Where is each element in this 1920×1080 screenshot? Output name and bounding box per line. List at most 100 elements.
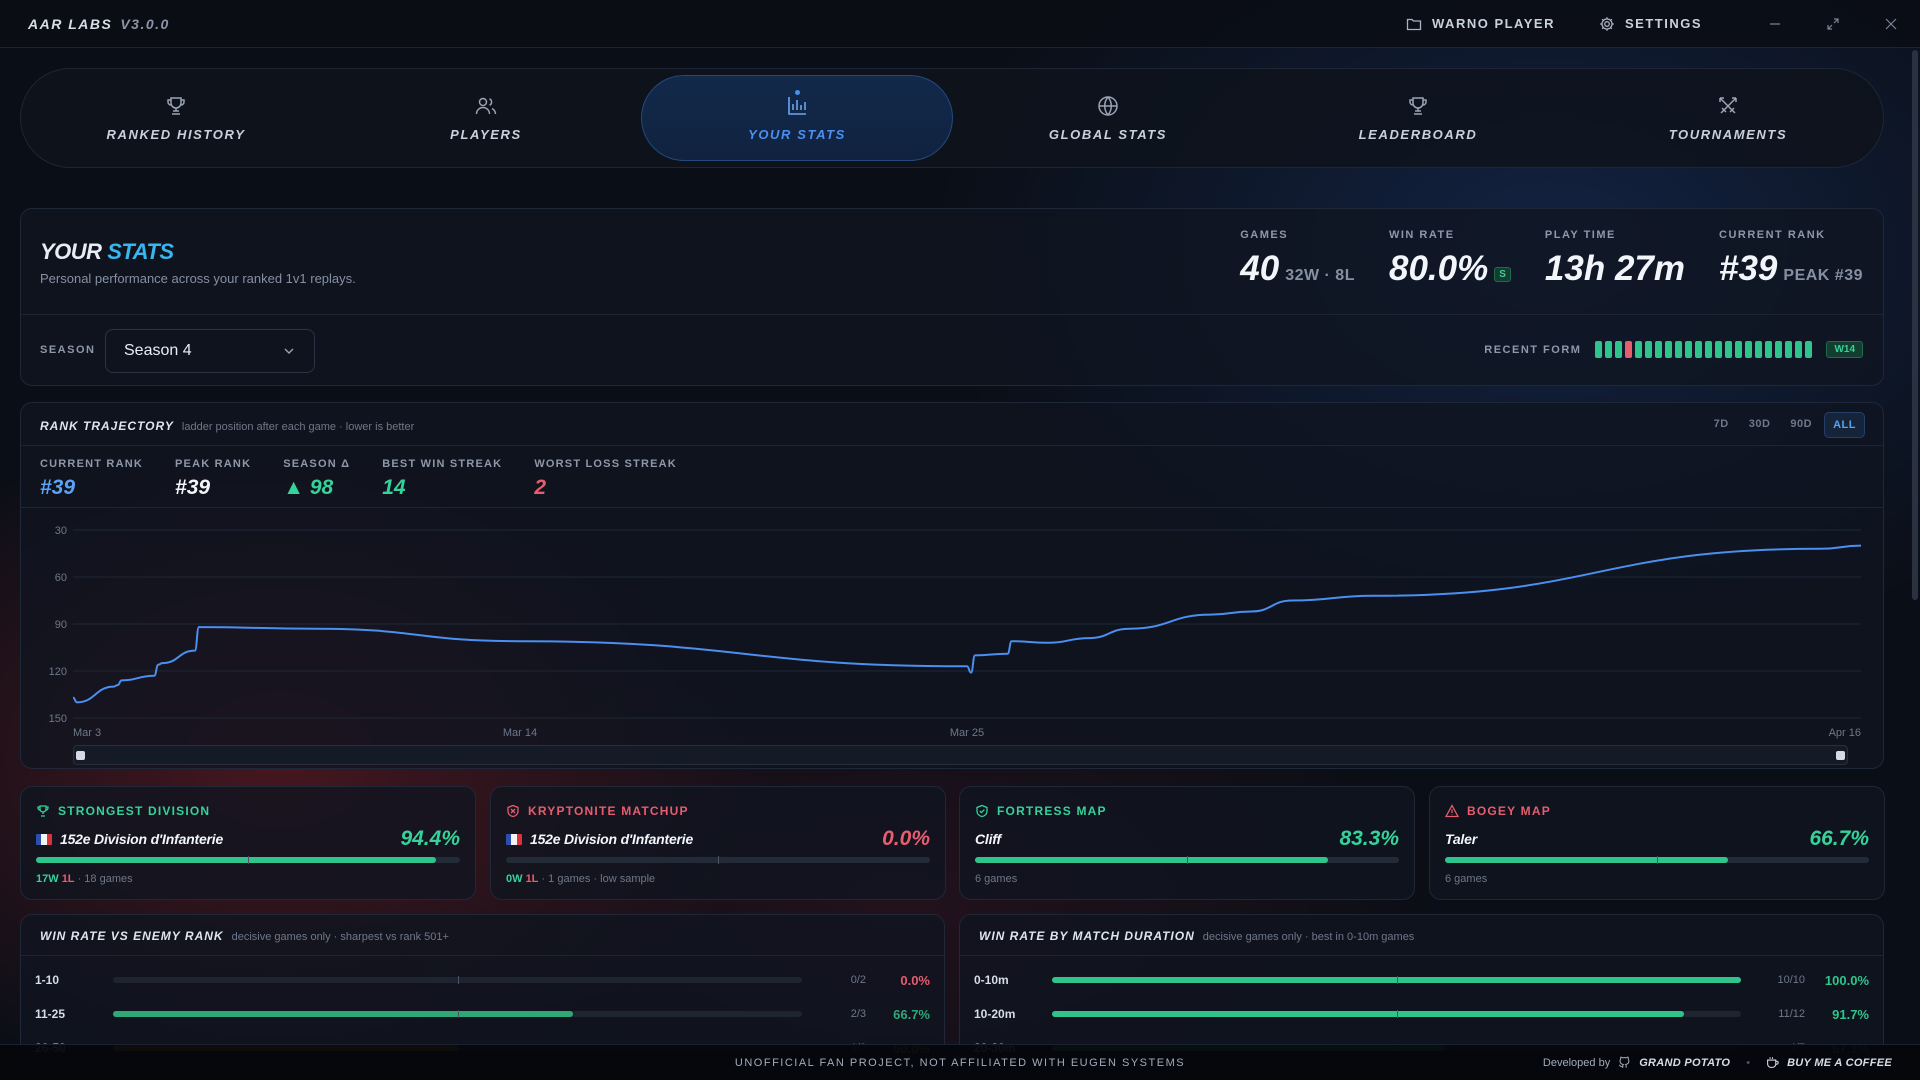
form-result-win xyxy=(1775,341,1783,358)
close-icon xyxy=(1885,18,1897,29)
page-title: YOUR STATS xyxy=(40,239,174,264)
disclaimer: UNOFFICIAL FAN PROJECT, NOT AFFILIATED W… xyxy=(734,1056,1186,1069)
form-result-win xyxy=(1655,341,1663,358)
tab-players[interactable]: PLAYERS xyxy=(331,69,641,167)
winrate-row[interactable]: 1-10 0/2 0.0% xyxy=(35,972,930,988)
trophy-icon xyxy=(167,97,185,115)
recent-form: RECENT FORM W14 xyxy=(1484,341,1863,358)
insight-card-bogey-map[interactable]: BOGEY MAP Taler 66.7% 6 games xyxy=(1429,786,1885,900)
warno-player-button[interactable]: WARNO PLAYER xyxy=(1406,16,1555,32)
season-select[interactable]: Season 4 xyxy=(105,329,315,373)
kpi-games: GAMES 40 32W · 8L xyxy=(1240,229,1355,288)
trophy-icon xyxy=(37,805,49,817)
recent-form-bars xyxy=(1595,341,1813,358)
form-result-win xyxy=(1715,341,1723,358)
scrollbar[interactable] xyxy=(1912,50,1918,600)
range-30d[interactable]: 30D xyxy=(1748,418,1771,430)
panel-title: WIN RATE BY MATCH DURATION xyxy=(979,929,1195,943)
rank-stat: PEAK RANK #39 xyxy=(175,458,252,499)
rank-summary-stats: CURRENT RANK #39 PEAK RANK #39 SEASON Δ ▲ 98 B… xyxy=(40,458,677,500)
progress-bar xyxy=(506,856,930,864)
chart-range-brush[interactable] xyxy=(73,745,1848,765)
divider xyxy=(21,507,1883,508)
rank-series-line xyxy=(72,544,1862,704)
globe-icon xyxy=(1098,96,1118,116)
insight-card-strongest-division[interactable]: STRONGEST DIVISION 152e Division d'Infant… xyxy=(20,786,476,900)
form-result-win xyxy=(1735,341,1743,358)
developer-link[interactable]: GRAND POTATO xyxy=(1639,1056,1731,1069)
rank-trajectory-chart[interactable]: 30 60 90 120 150 Mar 3 Mar 14 Mar 25 Apr 16 xyxy=(21,508,1883,748)
rank-stat: CURRENT RANK #39 xyxy=(40,458,144,499)
form-result-win xyxy=(1635,341,1643,358)
winrate-bar xyxy=(113,1010,802,1018)
maximize-button[interactable] xyxy=(1804,0,1862,48)
users-icon xyxy=(475,97,497,115)
form-result-win xyxy=(1755,341,1763,358)
gear-icon xyxy=(1600,16,1614,31)
app-version: V3.0.0 xyxy=(120,15,170,32)
github-icon xyxy=(1619,1056,1630,1068)
form-result-win xyxy=(1725,341,1733,358)
france-flag-icon xyxy=(506,833,522,845)
minimize-icon xyxy=(1770,22,1780,25)
winrate-bar xyxy=(1052,976,1741,984)
form-result-win xyxy=(1745,341,1753,358)
kpi-play-time: PLAY TIME 13h 27m xyxy=(1544,229,1685,288)
title-bar: AAR LABS V3.0.0 WARNO PLAYER SETTINGS xyxy=(0,0,1920,48)
y-tick-label: 120 xyxy=(49,666,67,678)
form-result-win xyxy=(1795,341,1803,358)
minimize-button[interactable] xyxy=(1746,0,1804,48)
kpi-current-rank: CURRENT RANK #39 PEAK #39 xyxy=(1719,229,1863,288)
rank-stat: WORST LOSS STREAK 2 xyxy=(534,458,677,499)
tab-your-stats[interactable]: YOUR STATS xyxy=(641,75,953,161)
winrate-row[interactable]: 11-25 2/3 66.7% xyxy=(35,1006,930,1022)
range-7d[interactable]: 7D xyxy=(1713,418,1729,430)
tab-ranked-history[interactable]: RANKED HISTORY xyxy=(21,69,331,167)
rank-stat: BEST WIN STREAK 14 xyxy=(382,458,503,499)
progress-bar xyxy=(36,856,460,864)
buy-me-a-coffee-link[interactable]: BUY ME A COFFEE xyxy=(1787,1056,1892,1069)
tab-tournaments[interactable]: TOURNAMENTS xyxy=(1573,69,1883,167)
close-button[interactable] xyxy=(1862,0,1920,48)
rank-stat: SEASON Δ ▲ 98 xyxy=(283,458,351,499)
insight-card-fortress-map[interactable]: FORTRESS MAP Cliff 83.3% 6 games xyxy=(959,786,1415,900)
form-result-win xyxy=(1665,341,1673,358)
tab-leaderboard[interactable]: LEADERBOARD xyxy=(1263,69,1573,167)
y-tick-label: 30 xyxy=(55,525,67,537)
x-tick-label: Mar 3 xyxy=(73,727,101,739)
rank-trajectory-title: RANK TRAJECTORY ladder position after eac… xyxy=(40,419,415,433)
streak-badge: W14 xyxy=(1826,341,1863,358)
footer: UNOFFICIAL FAN PROJECT, NOT AFFILIATED W… xyxy=(0,1044,1920,1080)
x-tick-label: Mar 25 xyxy=(950,727,984,739)
rank-trajectory-panel: RANK TRAJECTORY ladder position after eac… xyxy=(20,402,1884,769)
shield-check-icon xyxy=(976,804,988,818)
range-all[interactable]: ALL xyxy=(1824,412,1865,438)
form-result-win xyxy=(1705,341,1713,358)
form-result-win xyxy=(1595,341,1603,358)
crossed-swords-icon xyxy=(1719,97,1737,114)
divider xyxy=(21,314,1883,315)
coffee-cup-icon xyxy=(1767,1057,1779,1068)
kpi-group: GAMES 40 32W · 8L WIN RATE 80.0% S PLAY TI… xyxy=(1240,229,1863,289)
stats-header-panel: YOUR STATS Personal performance across y… xyxy=(20,208,1884,386)
app-name: AAR LABS xyxy=(28,15,113,32)
folder-icon xyxy=(1406,18,1422,30)
expand-icon xyxy=(1827,17,1839,30)
settings-button[interactable]: SETTINGS xyxy=(1599,16,1702,32)
form-result-win xyxy=(1645,341,1653,358)
winrate-row[interactable]: 10-20m 11/12 91.7% xyxy=(974,1006,1869,1022)
brush-handle-left[interactable] xyxy=(76,751,85,760)
tab-global-stats[interactable]: GLOBAL STATS xyxy=(953,69,1263,167)
range-90d[interactable]: 90D xyxy=(1790,418,1813,430)
kpi-win-rate: WIN RATE 80.0% S xyxy=(1389,229,1511,289)
insight-card-kryptonite-matchup[interactable]: KRYPTONITE MATCHUP 152e Division d'Infant… xyxy=(490,786,946,900)
trophy-icon xyxy=(1409,97,1427,115)
winrate-row[interactable]: 0-10m 10/10 100.0% xyxy=(974,972,1869,988)
shield-alert-icon xyxy=(507,804,519,818)
brush-handle-right[interactable] xyxy=(1836,751,1845,760)
chevron-down-icon xyxy=(284,348,294,354)
y-tick-label: 90 xyxy=(55,619,67,631)
form-result-win xyxy=(1615,341,1623,358)
page-subtitle: Personal performance across your ranked … xyxy=(40,271,356,286)
grade-badge: S xyxy=(1494,267,1511,282)
